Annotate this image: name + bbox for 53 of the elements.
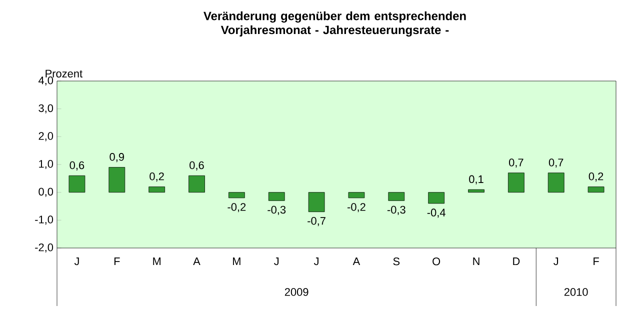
x-tick-label: S [393, 258, 400, 266]
x-tick-label: A [352, 258, 360, 266]
data-label: 0,7 [508, 158, 524, 168]
y-tick-label: 3,0 [38, 104, 54, 114]
data-label: -0,2 [228, 203, 246, 212]
x-tick-label: J [314, 258, 318, 266]
bar [588, 186, 604, 193]
x-tick-label: F [594, 258, 599, 266]
x-tick-label: J [554, 258, 558, 266]
data-label: -0,2 [348, 203, 366, 212]
bar [308, 192, 325, 212]
bar [428, 192, 445, 204]
x-tick-label: A [193, 258, 200, 266]
bar [508, 172, 524, 193]
data-label: 0,1 [469, 175, 484, 184]
bar [68, 175, 86, 193]
bar [268, 192, 285, 201]
data-label: -0,4 [427, 208, 446, 218]
data-label: 0,7 [548, 158, 564, 168]
data-label: 0,6 [70, 161, 84, 170]
y-tick-label: 4,0 [38, 76, 54, 86]
data-label: -0,3 [268, 206, 286, 215]
text: 2010 [564, 288, 588, 296]
x-tick-label: J [274, 258, 279, 266]
x-tick-label: F [114, 258, 120, 266]
bar [148, 186, 166, 193]
y-tick-label: -1,0 [35, 216, 54, 225]
y-tick-label: 1,0 [39, 160, 54, 170]
bar [468, 189, 484, 193]
data-label: 0,2 [588, 172, 604, 182]
data-label: 0,2 [150, 172, 164, 182]
y-tick-label: -2,0 [35, 243, 54, 253]
data-label: 0,6 [190, 161, 204, 170]
bar [548, 172, 564, 193]
text: 2009 [284, 288, 308, 296]
y-tick-label: 2,0 [38, 132, 54, 142]
x-tick-label: D [513, 258, 520, 266]
x-tick-label: N [473, 258, 480, 266]
x-tick-label: O [432, 258, 440, 266]
data-label: -0,7 [308, 217, 326, 226]
y-axis-title: Prozent [46, 70, 82, 78]
chart-title: Veränderung gegenüber dem entsprechenden Vorjahresmonat - Jahresteuerungsrate - [204, 11, 466, 37]
bar [348, 192, 365, 198]
y-tick-label: 0,0 [38, 188, 54, 197]
bar [228, 192, 245, 198]
bar [388, 192, 405, 201]
data-label: 0,9 [110, 153, 124, 162]
data-label: -0,3 [387, 206, 406, 215]
bar [188, 175, 205, 193]
x-tick-label: M [153, 258, 160, 266]
bar [108, 167, 126, 193]
x-tick-label: M [233, 258, 240, 266]
x-tick-label: J [74, 258, 79, 266]
